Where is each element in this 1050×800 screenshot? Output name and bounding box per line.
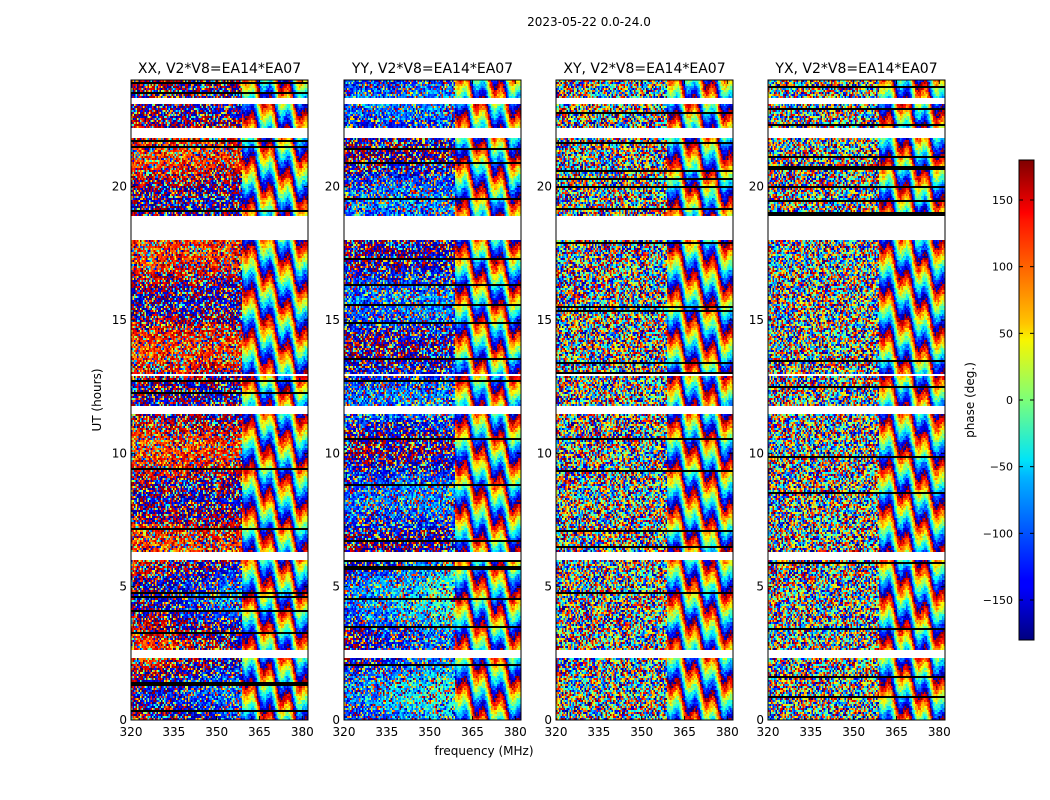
x-tick-label: 350 xyxy=(630,725,653,739)
panel-frame xyxy=(555,79,734,721)
x-tick-label: 335 xyxy=(375,725,398,739)
figure-suptitle: 2023-05-22 0.0-24.0 xyxy=(527,15,651,29)
x-tick-label: 380 xyxy=(716,725,739,739)
panel-title: XX, V2*V8=EA14*EA07 xyxy=(138,61,301,77)
panel-title: YX, V2*V8=EA14*EA07 xyxy=(774,61,937,77)
colorbar-tick-label: −150 xyxy=(983,594,1013,607)
x-tick-label: 365 xyxy=(248,725,271,739)
y-tick-label: 10 xyxy=(112,446,127,460)
x-tick-label: 335 xyxy=(587,725,610,739)
panel-frame xyxy=(343,79,522,721)
x-tick-label: 320 xyxy=(120,725,143,739)
y-tick-label: 15 xyxy=(537,313,552,327)
x-tick-label: 350 xyxy=(842,725,865,739)
panel-1: XX, V2*V8=EA14*EA07 320 335 350 365 380 0 5 10 15… xyxy=(112,61,314,739)
phase-heatmap-1 xyxy=(131,80,308,720)
panel-frame xyxy=(130,79,309,721)
colorbar-label: phase (deg.) xyxy=(963,362,977,438)
y-tick-label: 10 xyxy=(537,446,552,460)
y-tick-label: 10 xyxy=(749,446,764,460)
phase-heatmap-4 xyxy=(768,80,945,720)
x-tick-label: 350 xyxy=(205,725,228,739)
x-tick-label: 365 xyxy=(673,725,696,739)
y-tick-label: 0 xyxy=(756,713,764,727)
x-tick-label: 335 xyxy=(799,725,822,739)
x-tick-label: 380 xyxy=(291,725,314,739)
y-axis-label: UT (hours) xyxy=(90,368,104,431)
x-tick-label: 320 xyxy=(333,725,356,739)
x-tick-label: 320 xyxy=(545,725,568,739)
y-tick-label: 10 xyxy=(325,446,340,460)
y-tick-label: 20 xyxy=(537,180,552,194)
x-tick-label: 365 xyxy=(885,725,908,739)
y-tick-label: 0 xyxy=(332,713,340,727)
x-tick-label: 380 xyxy=(504,725,527,739)
colorbar-tick-label: 100 xyxy=(992,261,1013,274)
y-tick-label: 5 xyxy=(332,580,340,594)
colorbar-tick-label: 150 xyxy=(992,194,1013,207)
panel-title: XY, V2*V8=EA14*EA07 xyxy=(563,61,725,77)
y-tick-label: 15 xyxy=(749,313,764,327)
colorbar-tick-label: −50 xyxy=(990,461,1013,474)
x-tick-label: 365 xyxy=(461,725,484,739)
x-tick-label: 335 xyxy=(162,725,185,739)
panel-frame xyxy=(767,79,946,721)
y-tick-label: 5 xyxy=(119,580,127,594)
x-tick-label: 320 xyxy=(757,725,780,739)
panel-title: YY, V2*V8=EA14*EA07 xyxy=(351,61,513,77)
y-tick-label: 20 xyxy=(112,180,127,194)
panel-3: XY, V2*V8=EA14*EA07 320 335 350 365 380 0 5 10 15… xyxy=(537,61,739,739)
panel-2: YY, V2*V8=EA14*EA07 320 335 350 365 380 0 5 10 15… xyxy=(325,61,527,739)
phase-heatmap-2 xyxy=(344,80,521,720)
y-tick-label: 5 xyxy=(756,580,764,594)
x-tick-label: 350 xyxy=(418,725,441,739)
y-tick-label: 0 xyxy=(544,713,552,727)
colorbar: 150 100 50 0 −50 −100 −150 phase (deg.) xyxy=(963,159,1035,641)
y-tick-label: 15 xyxy=(325,313,340,327)
y-tick-label: 20 xyxy=(325,180,340,194)
colorbar-tick-label: −100 xyxy=(983,527,1013,540)
phase-heatmap-3 xyxy=(556,80,733,720)
x-tick-label: 380 xyxy=(928,725,951,739)
y-tick-label: 20 xyxy=(749,180,764,194)
panel-4: YX, V2*V8=EA14*EA07 320 335 350 365 380 0 5 10 15… xyxy=(749,61,951,739)
y-tick-label: 5 xyxy=(544,580,552,594)
y-tick-label: 15 xyxy=(112,313,127,327)
colorbar-tick-label: 50 xyxy=(999,327,1013,340)
y-tick-label: 0 xyxy=(119,713,127,727)
x-axis-label: frequency (MHz) xyxy=(434,744,533,758)
colorbar-tick-label: 0 xyxy=(1006,394,1013,407)
